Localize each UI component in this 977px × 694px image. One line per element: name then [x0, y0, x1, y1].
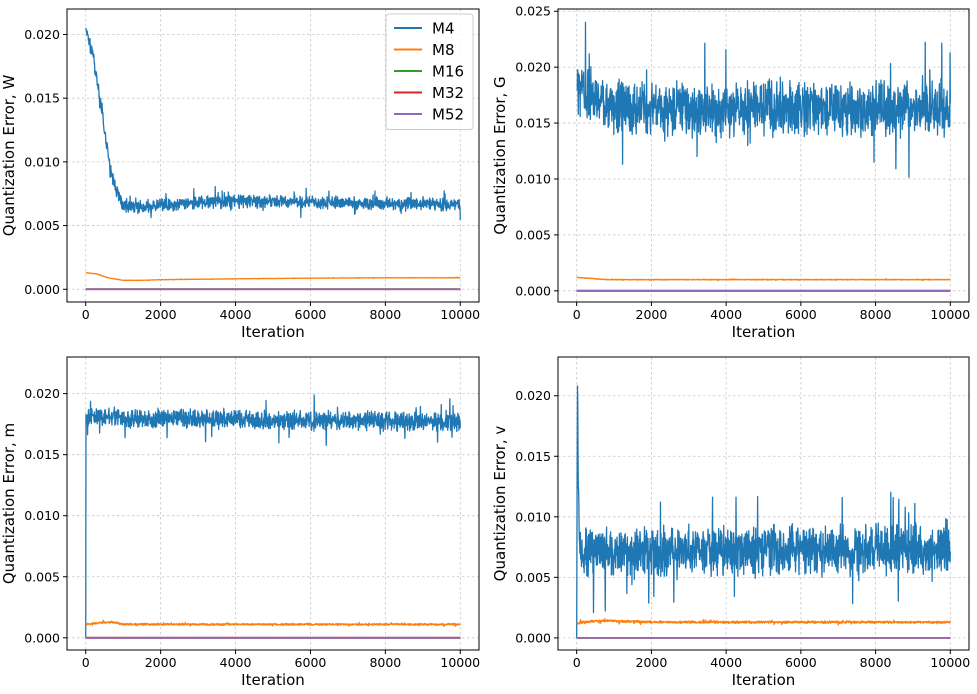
panel-top-right: 0 2000 4000 6000 8000 10000 0.000 0.005 0.010 0.0…: [491, 4, 970, 341]
y-tick-label: 0.020: [24, 27, 60, 42]
series-line-m8: [576, 276, 951, 282]
series-line-m8: [85, 272, 461, 282]
x-axis-label: Iteration: [732, 323, 796, 341]
legend: M4 M8 M16 M32 M52: [385, 13, 474, 130]
axes-frame: [66, 356, 480, 651]
legend-box: [385, 13, 474, 130]
x-tick-label: 8000: [369, 307, 401, 322]
legend-label-m52: M52: [432, 106, 464, 124]
x-axis-label: Iteration: [241, 671, 305, 689]
legend-label-m8: M8: [432, 41, 455, 59]
series-line-m4: [85, 394, 461, 638]
axes-frame: [557, 356, 970, 651]
x-tick-label: 6000: [295, 655, 327, 670]
x-tick-label: 8000: [369, 655, 401, 670]
y-tick-label: 0.015: [515, 116, 551, 131]
y-tick-label: 0.005: [24, 569, 60, 584]
y-tick-label: 0.015: [24, 447, 60, 462]
x-axis-label: Iteration: [732, 671, 796, 689]
x-tick-label: 4000: [710, 655, 742, 670]
y-tick-label: 0.015: [515, 449, 551, 464]
y-tick-label: 0.005: [515, 227, 551, 242]
x-tick-label: 4000: [220, 307, 252, 322]
y-tick-label: 0.005: [515, 570, 551, 585]
y-tick-label: 0.010: [515, 509, 551, 524]
x-tick-label: 4000: [710, 307, 742, 322]
x-tick-label: 10000: [930, 307, 970, 322]
y-tick-label: 0.000: [515, 283, 551, 298]
x-tick-label: 8000: [860, 655, 892, 670]
legend-label-m32: M32: [432, 84, 464, 102]
x-tick-label: 2000: [145, 655, 177, 670]
axes-frame: [557, 8, 970, 303]
y-tick-label: 0.000: [24, 630, 60, 645]
y-tick-label: 0.000: [24, 282, 60, 297]
panel-top-left: 0 2000 4000 6000 8000 10000 0.000 0.005 0.010 0.0…: [0, 8, 480, 341]
series-line-m8: [85, 619, 461, 628]
y-axis-label: Quantization Error, W: [0, 75, 18, 237]
x-tick-label: 0: [573, 307, 581, 322]
series-line-m4: [576, 385, 951, 638]
y-tick-label: 0.020: [24, 386, 60, 401]
x-tick-label: 4000: [220, 655, 252, 670]
y-tick-label: 0.020: [515, 60, 551, 75]
series-group: [85, 394, 461, 639]
series-group: [576, 21, 951, 292]
y-axis-label: Quantization Error, G: [491, 76, 509, 234]
series-group: [85, 27, 461, 291]
y-axis-label: Quantization Error, v: [491, 426, 509, 582]
y-tick-label: 0.020: [515, 388, 551, 403]
axes-frame: [66, 8, 480, 303]
x-tick-label: 6000: [785, 307, 817, 322]
x-tick-label: 6000: [785, 655, 817, 670]
y-axis-label: Quantization Error, m: [0, 423, 18, 584]
x-tick-label: 10000: [930, 655, 970, 670]
y-tick-label: 0.010: [24, 154, 60, 169]
y-tick-label: 0.015: [24, 91, 60, 106]
series-group: [576, 385, 951, 639]
x-tick-label: 2000: [636, 655, 668, 670]
x-tick-label: 10000: [440, 655, 480, 670]
y-tick-label: 0.025: [515, 4, 551, 19]
series-line-m4: [85, 27, 461, 220]
legend-label-m16: M16: [432, 63, 464, 81]
y-tick-label: 0.010: [24, 508, 60, 523]
x-tick-label: 0: [82, 307, 90, 322]
x-tick-label: 10000: [440, 307, 480, 322]
series-line-m4: [576, 21, 951, 178]
panel-bottom-left: 0 2000 4000 6000 8000 10000 0.000 0.005 0.010 0.0…: [0, 356, 480, 689]
legend-label-m4: M4: [432, 20, 455, 38]
y-tick-label: 0.000: [515, 630, 551, 645]
x-axis-label: Iteration: [241, 323, 305, 341]
y-tick-label: 0.005: [24, 218, 60, 233]
x-tick-label: 2000: [145, 307, 177, 322]
series-line-m8: [576, 618, 951, 626]
x-tick-label: 0: [82, 655, 90, 670]
x-tick-label: 8000: [860, 307, 892, 322]
x-tick-label: 2000: [636, 307, 668, 322]
panel-bottom-right: 0 2000 4000 6000 8000 10000 0.000 0.005 0.010 0.0…: [491, 356, 970, 689]
y-tick-label: 0.010: [515, 171, 551, 186]
x-tick-label: 0: [573, 655, 581, 670]
x-tick-label: 6000: [295, 307, 327, 322]
